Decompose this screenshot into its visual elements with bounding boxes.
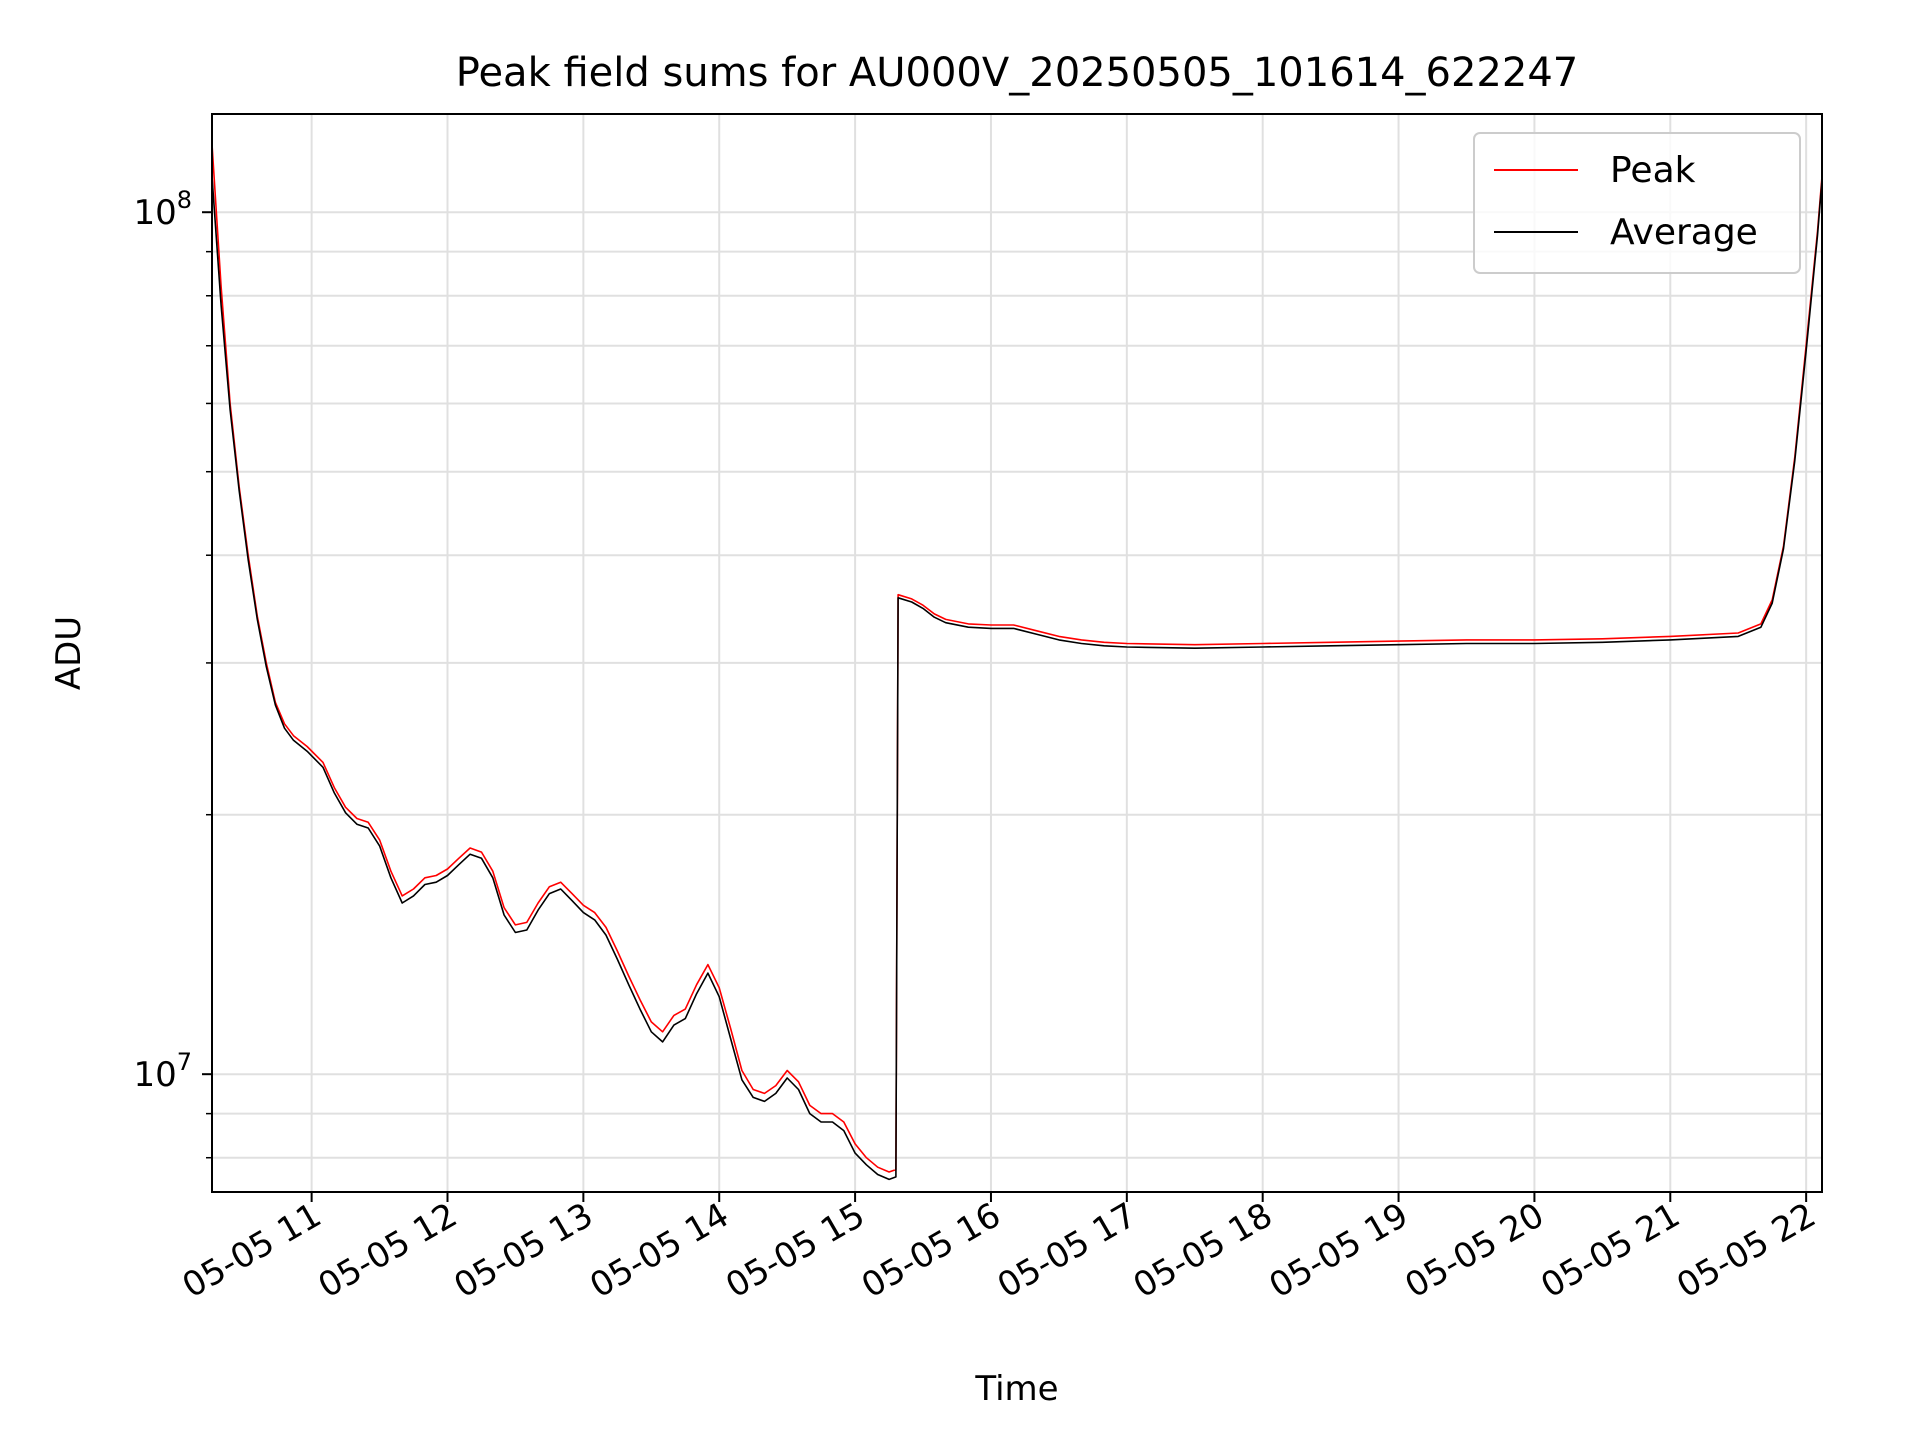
legend-box <box>1473 132 1801 274</box>
legend: Peak Average <box>1473 132 1801 274</box>
plot-frame <box>211 113 1823 1193</box>
legend-peak-label: Peak <box>1610 150 1696 191</box>
legend-average-label: Average <box>1610 212 1758 253</box>
y-axis-label: ADU <box>49 616 89 690</box>
series-line-average <box>212 176 1822 1181</box>
series-line-peak <box>212 143 1822 1173</box>
x-axis-label: Time <box>974 1369 1058 1409</box>
y-tick-label: 108 <box>133 186 192 233</box>
y-tick-label: 107 <box>133 1048 192 1095</box>
grid <box>212 114 1822 1192</box>
series-layer <box>212 143 1822 1181</box>
chart-title: Peak field sums for AU000V_20250505_1016… <box>456 50 1578 96</box>
